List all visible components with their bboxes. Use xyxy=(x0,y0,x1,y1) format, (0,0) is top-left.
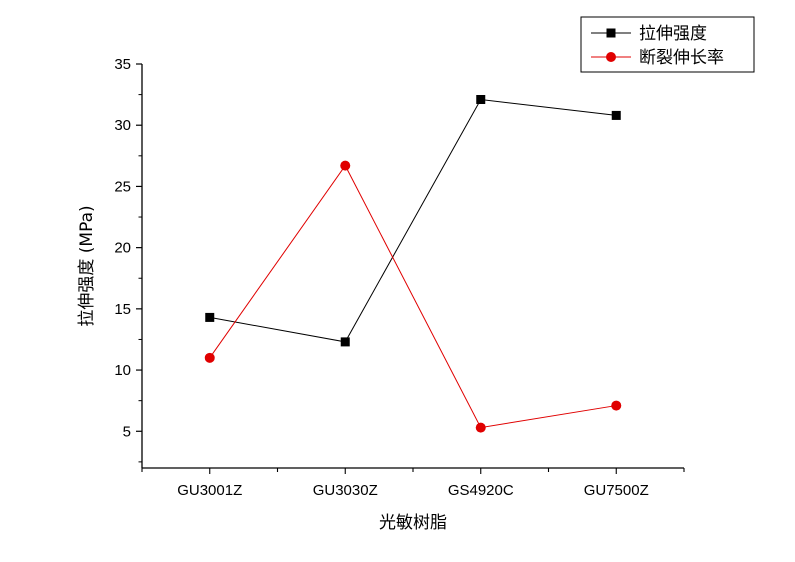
x-tick-label: GS4920C xyxy=(448,482,514,499)
series-line xyxy=(209,164,617,429)
data-point-square xyxy=(611,110,621,120)
y-tick-label: 5 xyxy=(123,423,131,440)
data-point-circle xyxy=(475,422,486,433)
legend-item: 拉伸强度 xyxy=(591,24,707,44)
legend-box xyxy=(580,16,755,73)
data-point-circle xyxy=(611,400,622,411)
legend-label: 拉伸强度 xyxy=(639,24,707,44)
legend-label: 断裂伸长率 xyxy=(639,48,724,68)
data-point-square xyxy=(205,312,215,322)
y-axis-title: 拉伸强度 (MPa) xyxy=(77,205,97,326)
x-axis-title: 光敏树脂 xyxy=(379,513,447,533)
y-tick-label: 15 xyxy=(114,301,131,318)
legend-item: 断裂伸长率 xyxy=(591,48,724,68)
x-tick-label: GU3001Z xyxy=(177,482,242,499)
series-1 xyxy=(205,95,621,347)
y-tick-label: 30 xyxy=(114,117,131,134)
y-ticks: 5 10 15 20 25 30 35 xyxy=(114,56,142,463)
series-line xyxy=(209,98,617,343)
x-ticks: GU3001Z GU3030Z GS4920C GU7500Z xyxy=(141,468,685,499)
data-point-circle xyxy=(340,160,351,171)
y-tick-label: 35 xyxy=(114,56,131,73)
y-tick-label: 20 xyxy=(114,240,131,257)
series-2 xyxy=(204,160,622,433)
y-tick-label: 10 xyxy=(114,362,131,379)
x-tick-label: GU7500Z xyxy=(584,482,649,499)
legend-marker-square xyxy=(606,28,616,38)
data-point-circle xyxy=(204,352,215,363)
y-tick-label: 25 xyxy=(114,178,131,195)
x-tick-label: GU3030Z xyxy=(313,482,378,499)
legend-marker-circle xyxy=(606,52,616,62)
series-layer xyxy=(204,95,622,433)
data-point-square xyxy=(476,95,486,105)
data-point-square xyxy=(340,337,350,347)
